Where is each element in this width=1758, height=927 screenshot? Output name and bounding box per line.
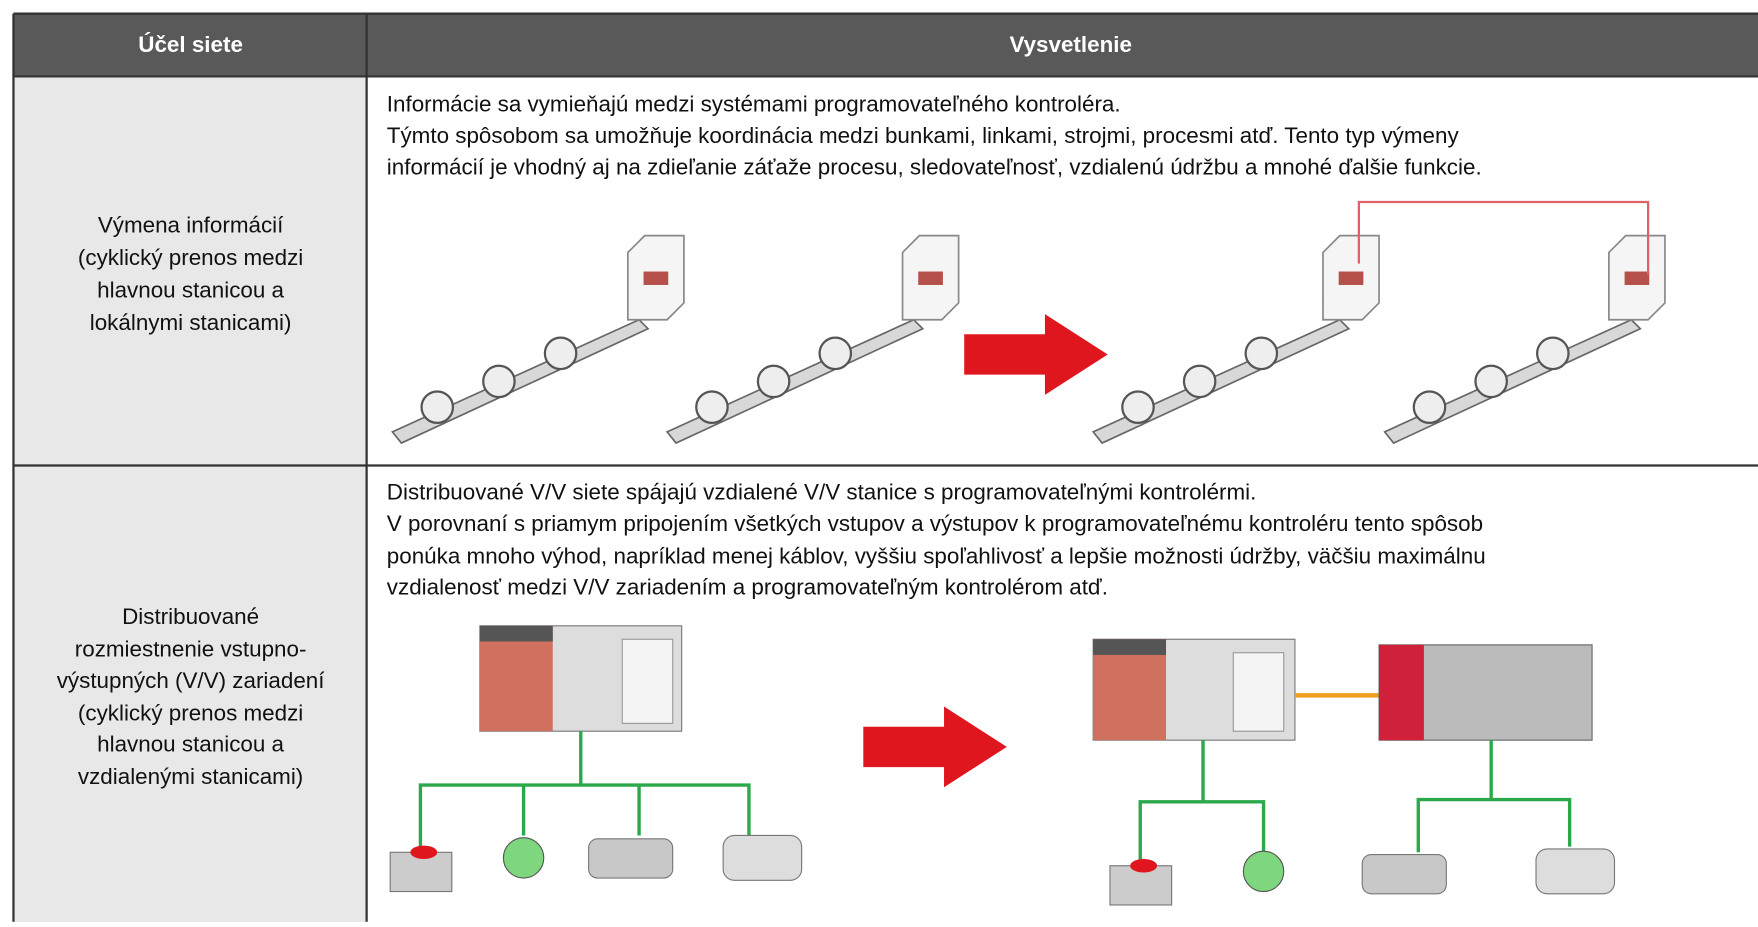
description-line: ponúka mnoho výhod, napríklad menej kábl… [387, 543, 1486, 568]
purpose-line: rozmiestnenie vstupno- [75, 636, 307, 661]
description-line: V porovnaní s priamym pripojením všetkýc… [387, 511, 1483, 536]
description-line: informácií je vhodný aj na zdieľanie záť… [387, 154, 1482, 179]
illustration [391, 200, 1666, 445]
first-col-bg [13, 76, 367, 927]
purpose-line: hlavnou stanicou a [97, 732, 284, 757]
purpose-line: (cyklický prenos medzi [78, 245, 303, 270]
purpose-line: výstupných (V/V) zariadení [57, 668, 326, 693]
purpose-line: (cyklický prenos medzi [78, 700, 303, 725]
purpose-line: Výmena informácií [98, 213, 284, 238]
header-bg [13, 13, 1758, 77]
table-lines [12, 12, 1758, 922]
description-line: Distribuované V/V siete spájajú vzdialen… [387, 479, 1257, 504]
description-line: Týmto spôsobom sa umožňuje koordinácia m… [387, 123, 1460, 148]
row-2: Distribuované rozmiestnenie vstupno- výs… [57, 479, 1616, 906]
header-cell: Vysvetlenie [1009, 32, 1131, 57]
description-line: vzdialenosť medzi V/V zariadením a progr… [387, 575, 1108, 600]
header-cell: Účel siete [138, 32, 243, 57]
purpose-line: Distribuované [122, 604, 259, 629]
description-line: Informácie sa vymieňajú medzi systémami … [387, 92, 1121, 117]
row-1: Výmena informácií (cyklický prenos medzi… [78, 92, 1666, 445]
purpose-line: vzdialenými stanicami) [78, 764, 303, 789]
illustration [389, 625, 1616, 906]
purpose-line: lokálnymi stanicami) [90, 310, 292, 335]
purpose-line: hlavnou stanicou a [97, 278, 284, 303]
